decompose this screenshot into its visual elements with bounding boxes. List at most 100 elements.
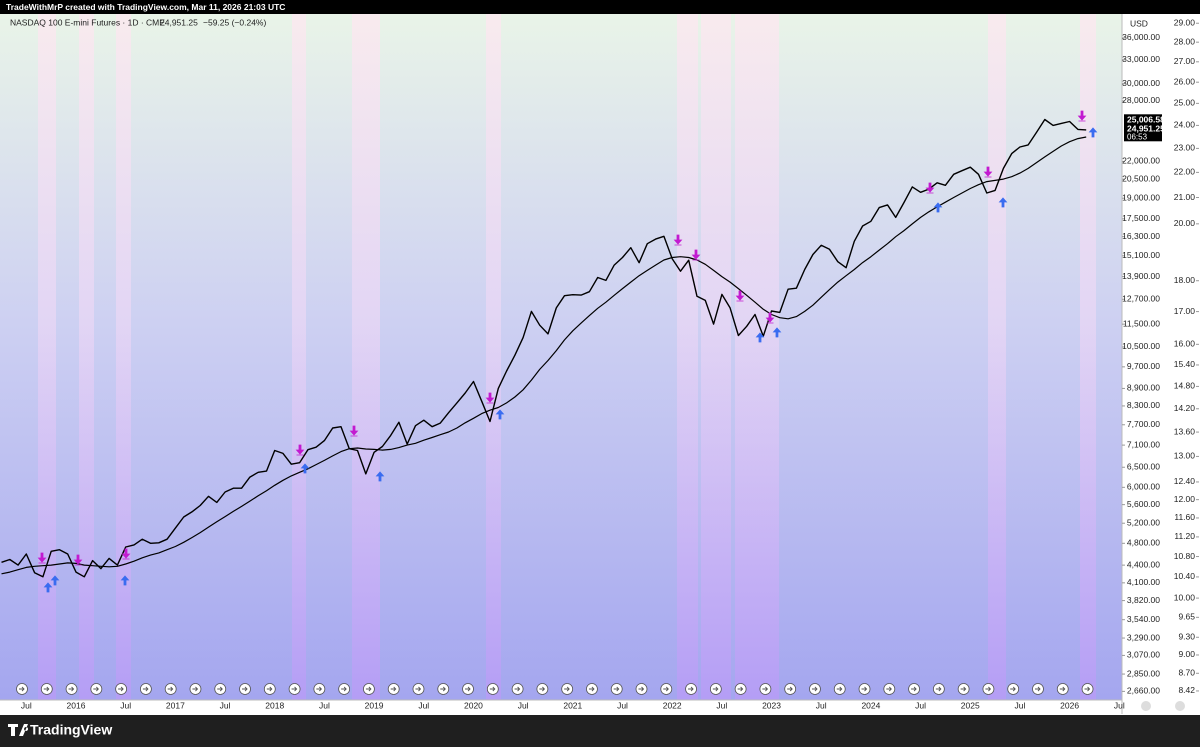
y2-tick-label: 29.00 bbox=[1174, 17, 1196, 27]
x-tick-label: 2018 bbox=[265, 700, 284, 710]
logo-icon bbox=[8, 724, 29, 736]
y2-tick-label: 8.42 bbox=[1178, 685, 1195, 695]
event-icon-glyph bbox=[861, 686, 868, 692]
sell-signal bbox=[735, 290, 745, 302]
y-tick-label: 5,200.00 bbox=[1127, 517, 1160, 527]
x-tick-label: 2022 bbox=[663, 700, 682, 710]
sell-signal bbox=[485, 392, 495, 404]
event-icon-glyph bbox=[663, 686, 669, 692]
y-tick-label: 6,500.00 bbox=[1127, 462, 1160, 472]
event-icon-glyph bbox=[142, 686, 149, 692]
y-tick-label: 7,700.00 bbox=[1127, 419, 1160, 429]
x-tick-label: Jul bbox=[319, 700, 330, 710]
sell-signal bbox=[37, 552, 47, 564]
sell-signal bbox=[73, 554, 83, 566]
y-tick-label: 3,290.00 bbox=[1127, 632, 1160, 642]
price-tag bbox=[1124, 114, 1162, 142]
event-icon-glyph bbox=[836, 686, 843, 692]
event-icon-glyph bbox=[762, 686, 769, 692]
event-icon-glyph bbox=[68, 686, 75, 692]
signal-band bbox=[38, 14, 56, 700]
event-icon-glyph bbox=[365, 686, 372, 692]
y-tick-label: 12,700.00 bbox=[1122, 294, 1160, 304]
event-icon-glyph bbox=[638, 686, 645, 692]
event-icon-glyph bbox=[886, 686, 892, 692]
top-bar bbox=[0, 0, 1200, 14]
sell-signal bbox=[673, 234, 683, 246]
event-icon-glyph bbox=[192, 686, 199, 692]
ma-price-tag: 25,006.58 bbox=[1127, 115, 1165, 125]
axis-button bbox=[1141, 701, 1151, 711]
sell-signal bbox=[765, 312, 775, 324]
event-icon-glyph bbox=[19, 686, 25, 692]
event-icon-glyph bbox=[564, 686, 570, 692]
y-tick-label: 20,500.00 bbox=[1122, 173, 1160, 183]
buy-signal bbox=[933, 202, 943, 213]
symbol-title: NASDAQ 100 E-mini Futures · 1D · CME bbox=[10, 17, 165, 27]
event-icon-glyph bbox=[291, 686, 298, 692]
y2-tick-label: 10.00 bbox=[1174, 592, 1196, 602]
sell-signal bbox=[983, 166, 993, 178]
event-icon-glyph bbox=[93, 686, 99, 692]
y2-tick-label: 23.00 bbox=[1174, 143, 1196, 153]
event-icon-glyph bbox=[1059, 686, 1066, 692]
event-icon-glyph bbox=[1034, 686, 1041, 692]
brand: TradingView bbox=[30, 722, 112, 738]
event-icon-glyph bbox=[712, 686, 719, 692]
event-icon-glyph bbox=[167, 686, 174, 692]
y-tick-label: 36,000.00 bbox=[1122, 32, 1160, 42]
x-tick-label: Jul bbox=[518, 700, 529, 710]
buy-signal bbox=[772, 327, 782, 338]
signal-band bbox=[701, 14, 731, 700]
y-tick-label: 11,500.00 bbox=[1123, 318, 1160, 328]
y2-tick-label: 16.00 bbox=[1174, 339, 1196, 349]
signal-band bbox=[486, 14, 501, 700]
y2-tick-label: 22.00 bbox=[1174, 167, 1196, 177]
y-tick-label: 9,700.00 bbox=[1127, 361, 1160, 371]
y2-tick-label: 21.00 bbox=[1174, 192, 1196, 202]
x-tick-label: 2023 bbox=[762, 700, 781, 710]
y2-tick-label: 12.40 bbox=[1174, 476, 1196, 486]
buy-signal bbox=[1088, 127, 1098, 138]
y-tick-label: 17,500.00 bbox=[1122, 213, 1160, 223]
signal-band bbox=[116, 14, 131, 700]
buy-signal bbox=[755, 332, 765, 343]
axis-button bbox=[1175, 701, 1185, 711]
signal-band bbox=[292, 14, 306, 700]
plot-background bbox=[0, 14, 1122, 700]
event-icon-glyph bbox=[911, 686, 917, 692]
event-icon-glyph bbox=[539, 686, 546, 692]
event-icon-glyph bbox=[489, 686, 496, 692]
y2-tick-label: 15.40 bbox=[1174, 359, 1196, 369]
sell-signal bbox=[691, 249, 701, 261]
x-tick-label: Jul bbox=[220, 700, 231, 710]
x-tick-label: 2016 bbox=[67, 700, 86, 710]
y-tick-label: 28,000.00 bbox=[1122, 95, 1160, 105]
y2-tick-label: 12.00 bbox=[1174, 494, 1196, 504]
event-icon-glyph bbox=[613, 686, 620, 692]
y-tick-label: 19,000.00 bbox=[1122, 192, 1160, 202]
y-tick-label: 5,600.00 bbox=[1127, 499, 1160, 509]
signal-band bbox=[988, 14, 1006, 700]
y2-tick-label: 13.60 bbox=[1174, 426, 1196, 436]
x-tick-label: Jul bbox=[418, 700, 429, 710]
x-tick-label: Jul bbox=[21, 700, 32, 710]
sell-signal bbox=[121, 548, 131, 560]
x-tick-label: 2021 bbox=[563, 700, 582, 710]
credit: TradeWithMrP created with TradingView.co… bbox=[6, 2, 285, 12]
x-tick-label: Jul bbox=[617, 700, 628, 710]
y2-tick-label: 9.30 bbox=[1178, 632, 1195, 642]
x-tick-label: Jul bbox=[716, 700, 727, 710]
buy-signal bbox=[375, 471, 385, 482]
signal-band bbox=[735, 14, 779, 700]
y-tick-label: 4,400.00 bbox=[1127, 559, 1160, 569]
x-tick-label: 2020 bbox=[464, 700, 483, 710]
last-price-tag: 24,951.25 bbox=[1127, 124, 1165, 134]
y-tick-label: 3,540.00 bbox=[1127, 614, 1160, 624]
price-change: −59.25 (−0.24%) bbox=[203, 17, 266, 27]
x-tick-label: Jul bbox=[1114, 700, 1125, 710]
y2-tick-label: 14.80 bbox=[1174, 381, 1196, 391]
y-tick-label: 15,100.00 bbox=[1122, 250, 1160, 260]
signal-bands bbox=[38, 14, 1096, 700]
y2-tick-label: 20.00 bbox=[1174, 218, 1196, 228]
